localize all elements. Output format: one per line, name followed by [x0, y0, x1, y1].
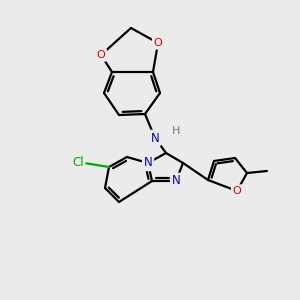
Text: Cl: Cl — [72, 155, 84, 169]
Text: N: N — [144, 157, 152, 169]
Text: O: O — [97, 50, 105, 60]
Text: O: O — [154, 38, 162, 48]
Text: N: N — [172, 175, 180, 188]
Text: H: H — [172, 126, 180, 136]
Text: N: N — [151, 131, 159, 145]
Text: O: O — [232, 186, 242, 196]
